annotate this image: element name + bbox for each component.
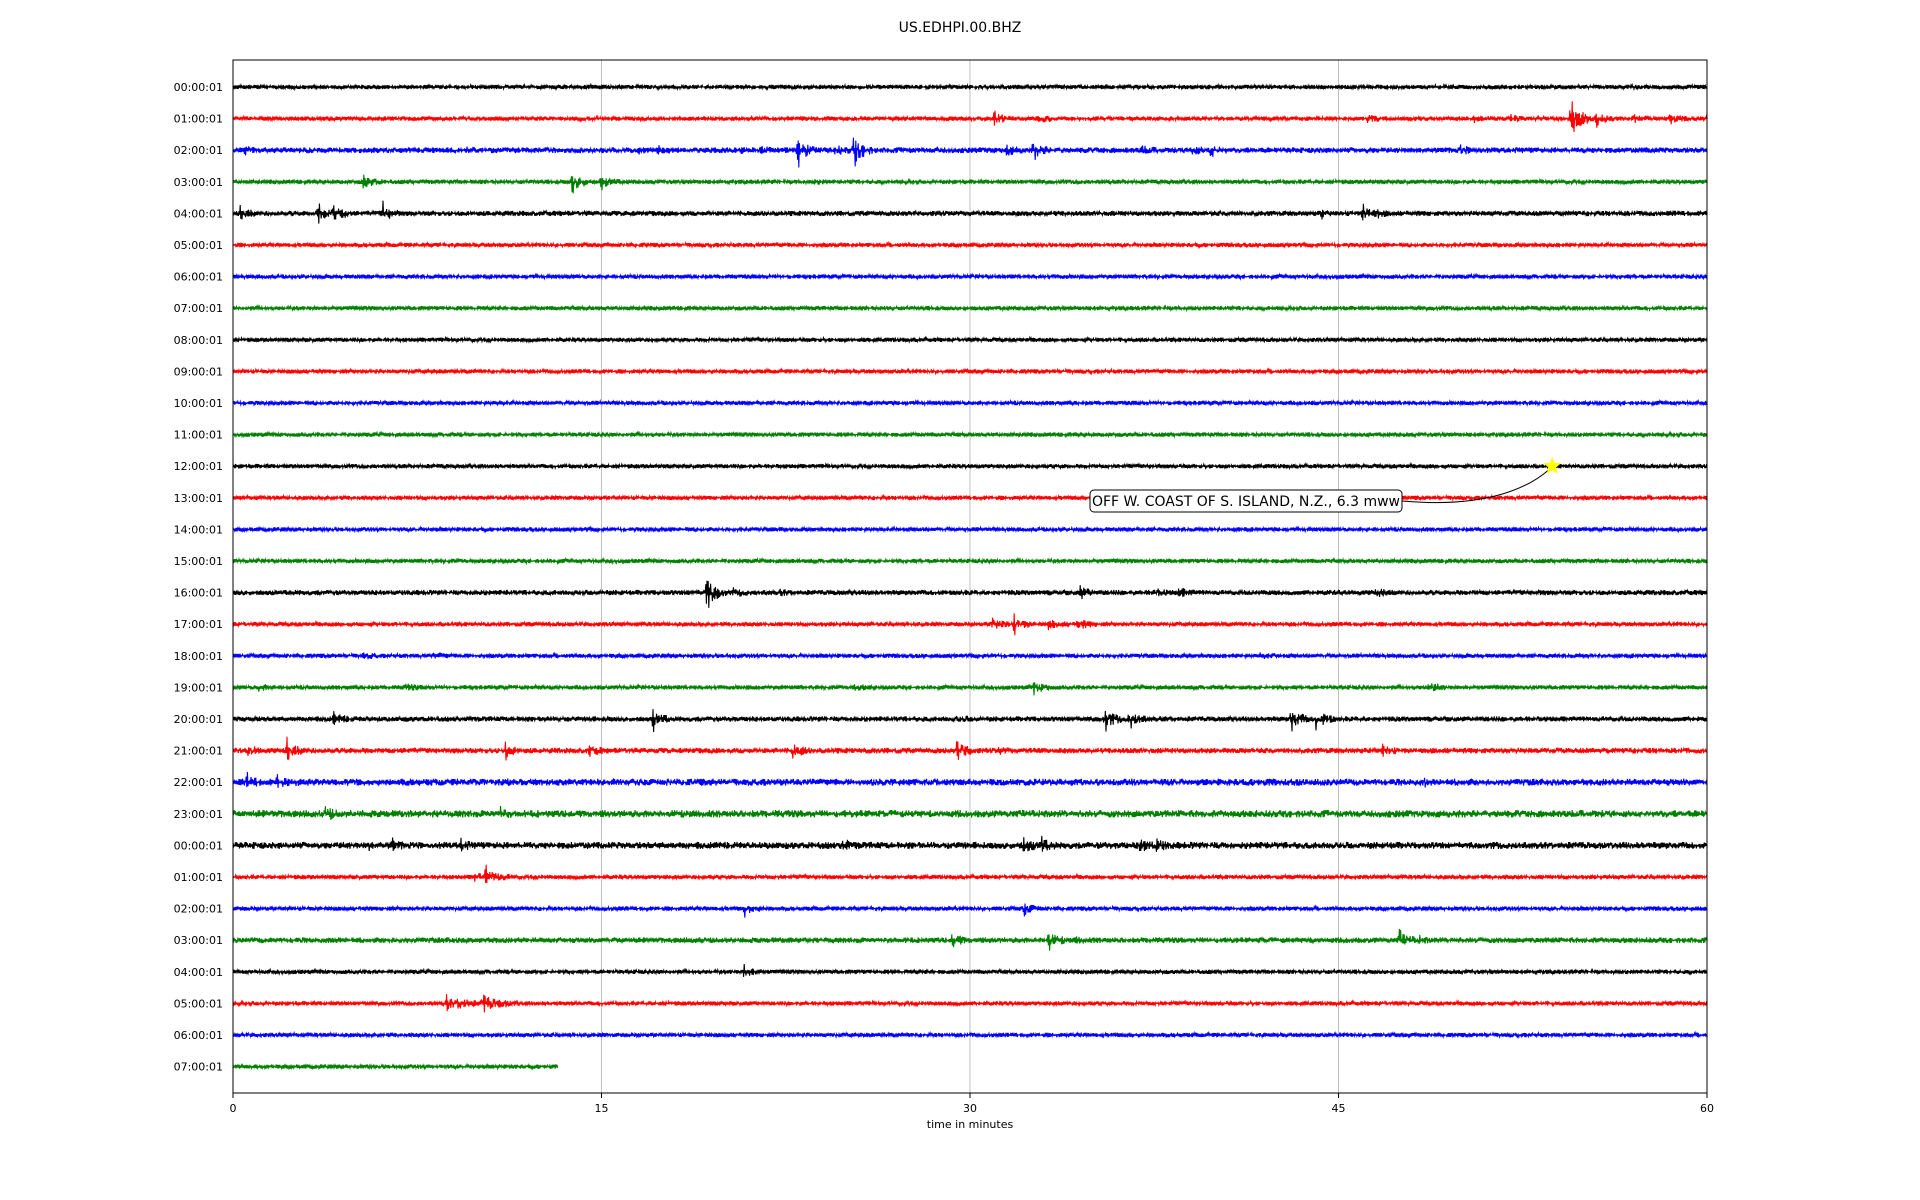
row-label: 11:00:01 <box>174 429 223 442</box>
trace-8 <box>232 335 1708 344</box>
row-label: 08:00:01 <box>174 334 223 347</box>
x-tick-label: 15 <box>595 1102 609 1115</box>
row-label: 06:00:01 <box>174 271 223 284</box>
x-tick-label: 30 <box>963 1102 977 1115</box>
row-label: 02:00:01 <box>174 903 223 916</box>
event-annotation: OFF W. COAST OF S. ISLAND, N.Z., 6.3 mww <box>1089 456 1562 513</box>
row-label: 05:00:01 <box>174 997 223 1010</box>
row-label: 03:00:01 <box>174 934 223 947</box>
trace-25 <box>232 864 1708 884</box>
row-label: 03:00:01 <box>174 176 223 189</box>
trace-2 <box>232 137 1708 168</box>
trace-19 <box>232 682 1708 696</box>
trace-15 <box>232 556 1708 566</box>
row-label: 01:00:01 <box>174 871 223 884</box>
trace-27 <box>232 928 1708 951</box>
trace-28 <box>232 963 1708 977</box>
trace-21 <box>232 736 1708 761</box>
event-star-marker <box>1543 456 1562 474</box>
x-axis-label: time in minutes <box>927 1118 1014 1131</box>
row-label: 16:00:01 <box>174 587 223 600</box>
row-label: 15:00:01 <box>174 555 223 568</box>
row-label: 09:00:01 <box>174 365 223 378</box>
row-label: 04:00:01 <box>174 966 223 979</box>
trace-layer <box>232 82 1708 1071</box>
trace-13 <box>232 493 1708 502</box>
vertical-gridlines <box>601 60 1339 1093</box>
trace-18 <box>232 651 1708 660</box>
row-label: 12:00:01 <box>174 460 223 473</box>
row-label: 07:00:01 <box>174 1061 223 1074</box>
trace-23 <box>232 806 1708 820</box>
trace-10 <box>232 398 1708 408</box>
trace-24 <box>232 835 1708 852</box>
x-tick-label: 60 <box>1700 1102 1714 1115</box>
trace-31 <box>232 1062 559 1071</box>
trace-5 <box>232 240 1708 250</box>
row-label: 13:00:01 <box>174 492 223 505</box>
chart-title: US.EDHPI.00.BHZ <box>898 20 1022 36</box>
row-label: 19:00:01 <box>174 681 223 694</box>
x-tick-label: 0 <box>230 1102 237 1115</box>
annotation-box <box>1089 489 1403 513</box>
row-label: 00:00:01 <box>174 81 223 94</box>
row-label: 14:00:01 <box>174 523 223 536</box>
row-label: 00:00:01 <box>174 839 223 852</box>
row-label: 04:00:01 <box>174 207 223 220</box>
x-tick-label: 45 <box>1332 1102 1346 1115</box>
trace-1 <box>232 101 1708 133</box>
trace-22 <box>232 771 1708 788</box>
annotation-text: OFF W. COAST OF S. ISLAND, N.Z., 6.3 mww <box>1092 494 1400 510</box>
row-label: 21:00:01 <box>174 745 223 758</box>
trace-6 <box>232 272 1708 281</box>
trace-14 <box>232 525 1708 534</box>
row-label: 20:00:01 <box>174 713 223 726</box>
trace-30 <box>232 1030 1708 1040</box>
annotation-connector <box>1401 469 1549 504</box>
trace-26 <box>232 903 1708 918</box>
trace-17 <box>232 613 1708 636</box>
trace-12 <box>232 461 1708 471</box>
trace-9 <box>232 367 1708 376</box>
trace-20 <box>232 709 1708 733</box>
row-label: 05:00:01 <box>174 239 223 252</box>
row-label: 01:00:01 <box>174 113 223 126</box>
trace-0 <box>232 82 1708 92</box>
row-label: 10:00:01 <box>174 397 223 410</box>
row-label: 02:00:01 <box>174 144 223 157</box>
plot-frame <box>232 59 1708 1094</box>
row-label: 06:00:01 <box>174 1029 223 1042</box>
row-label: 18:00:01 <box>174 650 223 663</box>
row-label: 07:00:01 <box>174 302 223 315</box>
trace-16 <box>232 580 1708 608</box>
row-time-labels: 00:00:01 01:00:01 02:00:01 03:00:01 04:00:01… <box>174 81 223 1074</box>
trace-4 <box>232 200 1708 224</box>
trace-29 <box>232 994 1708 1013</box>
trace-11 <box>232 430 1708 439</box>
row-label: 17:00:01 <box>174 618 223 631</box>
row-label: 23:00:01 <box>174 808 223 821</box>
trace-3 <box>232 174 1708 194</box>
trace-7 <box>232 303 1708 313</box>
row-label: 22:00:01 <box>174 776 223 789</box>
x-axis-ticks: 0 15 30 45 60 <box>230 1093 1714 1115</box>
